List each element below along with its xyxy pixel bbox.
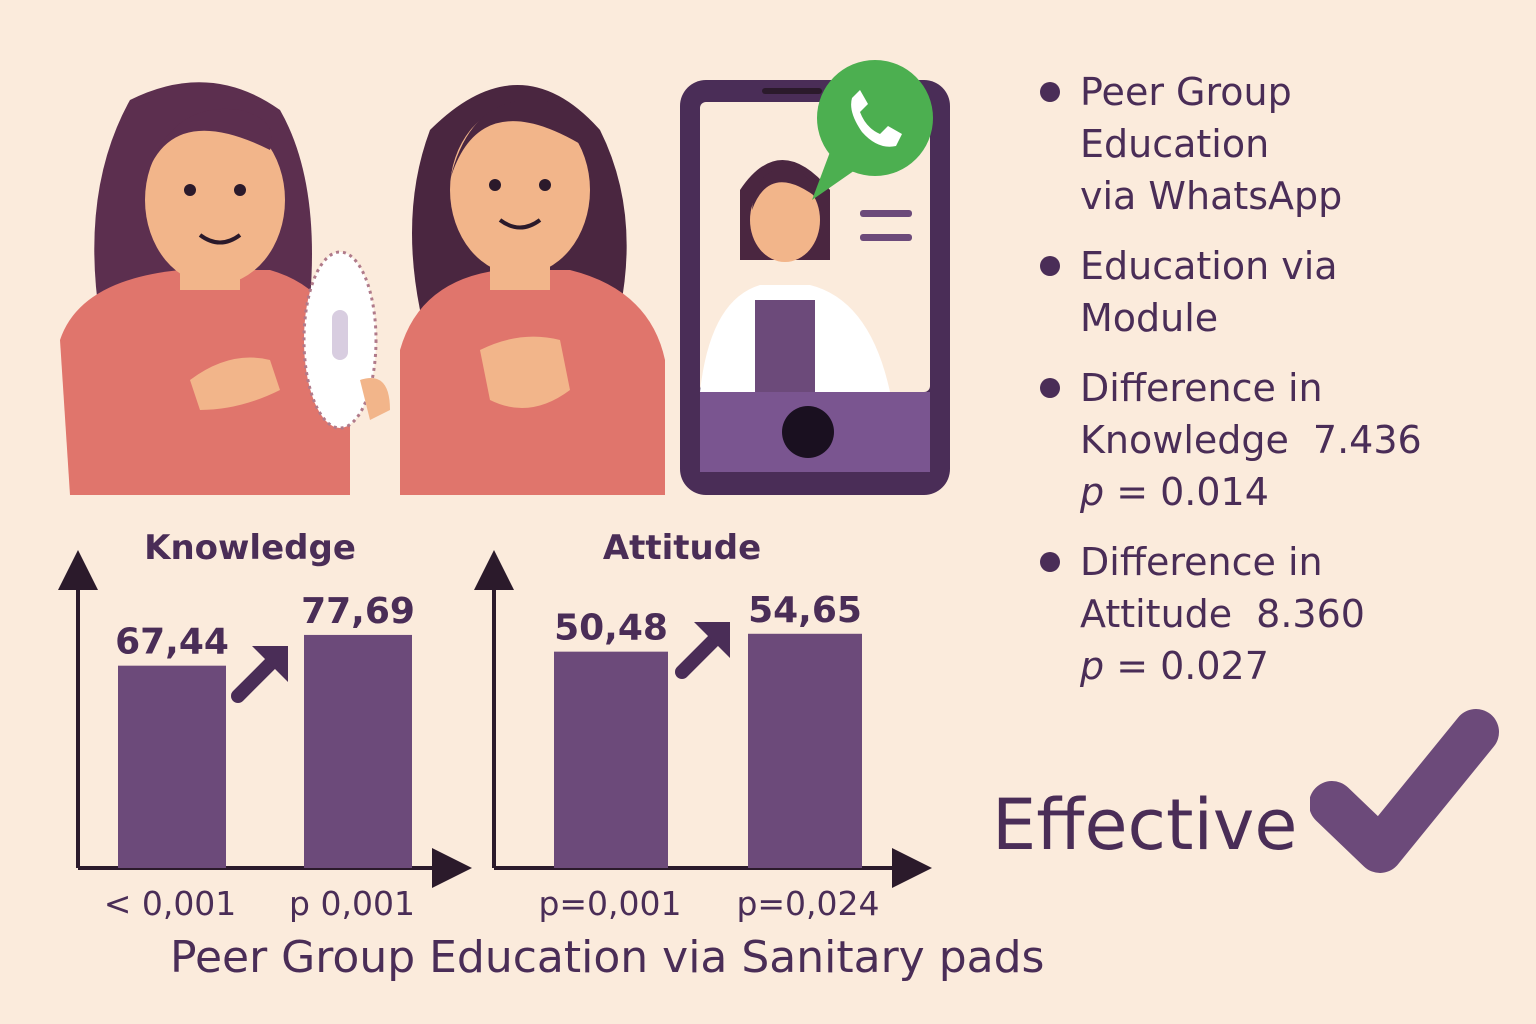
bullet-text: Difference in: [1080, 366, 1323, 410]
attitude-value-label-before: 50,48: [554, 608, 668, 649]
bar-charts: 67,44 77,69 50,48 54,65: [58, 550, 932, 888]
bullet-dot-icon: [1040, 256, 1060, 276]
knowledge-chart-title: Knowledge: [144, 528, 356, 568]
conclusion-text: Effective: [992, 784, 1298, 866]
girl-holding-sanitary-pad-icon: [60, 82, 390, 495]
summary-bullet-list: Peer Group Education via WhatsApp Educat…: [1040, 66, 1520, 710]
knowledge-increase-arrow-icon: [231, 646, 288, 703]
bullet-text: Education via: [1080, 244, 1338, 288]
attitude-p-label-before: p=0,001: [538, 884, 682, 923]
attitude-value-label-after: 54,65: [748, 590, 862, 631]
knowledge-bar-after: [304, 634, 412, 868]
bullet-dot-icon: [1040, 378, 1060, 398]
attitude-p-label-after: p=0,024: [736, 884, 880, 923]
attitude-increase-arrow-icon: [675, 622, 730, 679]
checkmark-icon: [1310, 709, 1499, 873]
knowledge-bar-before: [118, 665, 226, 868]
bullet-value: 7.436: [1312, 418, 1422, 462]
knowledge-value-label-before: 67,44: [115, 622, 229, 663]
p-value: = 0.014: [1104, 470, 1269, 514]
attitude-bar-after: [748, 633, 862, 868]
knowledge-p-label-after: p 0,001: [289, 884, 415, 923]
attitude-bar-before: [554, 651, 668, 868]
bullet-value: 8.360: [1256, 592, 1365, 636]
girl-talking-icon: [400, 85, 665, 495]
bullet-text: Peer Group: [1080, 70, 1292, 114]
whatsapp-icon: [812, 60, 933, 200]
bullet-label: Knowledge: [1080, 418, 1289, 462]
bullet-dot-icon: [1040, 82, 1060, 102]
p-value: = 0.027: [1104, 644, 1269, 688]
bullet-text: Difference in: [1080, 540, 1323, 584]
footer-title: Peer Group Education via Sanitary pads: [170, 932, 1045, 983]
attitude-chart-title: Attitude: [602, 528, 762, 568]
doctor-avatar-icon: [700, 160, 890, 392]
bullet-text: Education: [1080, 122, 1270, 166]
bullet-item: Difference in Attitude 8.360 p = 0.027: [1040, 536, 1520, 692]
p-symbol: p: [1080, 470, 1105, 514]
illustration: [60, 60, 950, 495]
knowledge-value-label-after: 77,69: [301, 591, 415, 632]
bullet-item: Peer Group Education via WhatsApp: [1040, 66, 1520, 222]
p-symbol: p: [1080, 644, 1105, 688]
bullet-text: Module: [1080, 296, 1219, 340]
bullet-item: Education via Module: [1040, 240, 1520, 344]
bullet-dot-icon: [1040, 552, 1060, 572]
bullet-item: Difference in Knowledge 7.436 p = 0.014: [1040, 362, 1520, 518]
bullet-label: Attitude: [1080, 592, 1233, 636]
bullet-text: via WhatsApp: [1080, 174, 1343, 218]
knowledge-p-label-before: < 0,001: [103, 884, 237, 923]
